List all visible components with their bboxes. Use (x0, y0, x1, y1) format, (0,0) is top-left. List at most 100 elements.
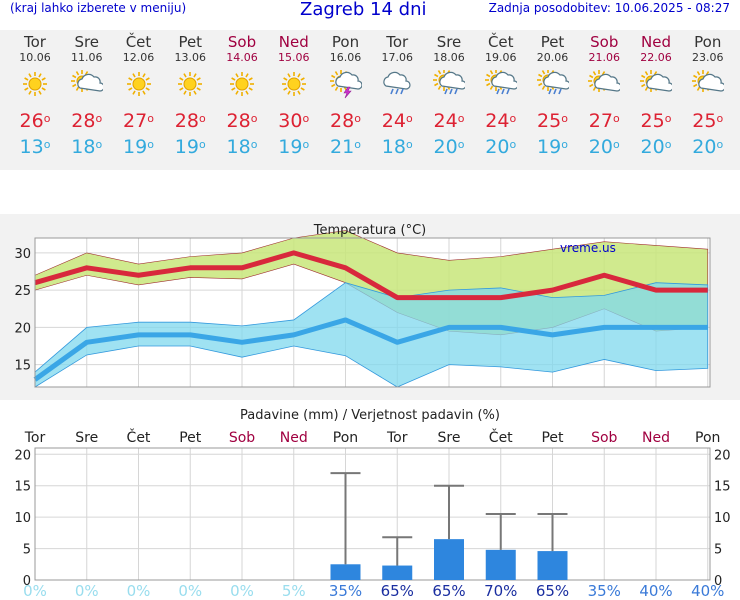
day-date: 10.06 (19, 51, 51, 64)
rain-cloud-icon (383, 71, 411, 95)
daily-forecast-panel: Tor 10.06 26o 13o Sre 11.06 28o 18o Čet 12.06 27o… (0, 30, 740, 170)
day-name: Tor (24, 33, 46, 51)
day-column: Ned 15.06 30o 19o (268, 30, 320, 159)
temp-ytick-label: 15 (14, 359, 31, 374)
precip-probability-label: 65% (381, 582, 414, 600)
min-temp: 19o (537, 136, 568, 158)
precip-probability-label: 0% (75, 582, 99, 600)
precip-bar (485, 549, 516, 580)
sun-icon (178, 72, 203, 96)
min-temp-range-band (34, 282, 709, 388)
day-column: Sre 18.06 24o 20o (423, 30, 475, 158)
last-update-text: Zadnja posodobitev: 10.06.2025 - 08:27 (488, 1, 730, 15)
sun-rain-icon (536, 70, 569, 95)
precip-ytick-right: 10 (714, 511, 731, 526)
day-date: 13.06 (174, 51, 207, 64)
precip-category-label: Tor (386, 430, 408, 446)
max-temp: 30o (278, 110, 310, 132)
day-column: Čet 19.06 24o 20o (475, 30, 527, 158)
precip-chart-title: Padavine (mm) / Verjetnost padavin (%) (240, 408, 500, 423)
day-column: Pet 13.06 28o 19o (164, 30, 216, 159)
min-temp: 19o (123, 136, 154, 158)
max-temp-line (34, 250, 708, 301)
watermark-label: vreme.us (560, 241, 616, 255)
min-temp: 20o (692, 136, 724, 158)
temp-ytick-label: 30 (14, 247, 31, 262)
precip-ytick-right: 20 (714, 448, 731, 463)
day-date: 22.06 (640, 51, 672, 64)
menu-hint-link[interactable]: (kraj lahko izberete v meniju) (10, 1, 187, 15)
day-date: 20.06 (536, 51, 569, 64)
max-temp: 25o (640, 110, 672, 132)
page-title: Zagreb 14 dni (300, 0, 427, 20)
day-name: Ned (641, 33, 671, 51)
precip-bar (382, 565, 413, 580)
min-temp: 19o (278, 136, 310, 158)
precip-category-label: Tor (24, 430, 46, 446)
precip-probability-label: 0% (23, 582, 47, 600)
day-column: Pet 20.06 25o 19o (527, 30, 579, 158)
precip-ytick-right: 15 (714, 480, 731, 495)
sun-cloud-icon (691, 70, 724, 92)
day-date: 16.06 (329, 51, 362, 64)
precip-probability-label: 35% (329, 582, 362, 600)
day-column: Pon 16.06 28o 21o (320, 30, 372, 158)
day-name: Čet (487, 33, 514, 51)
max-temp: 28o (174, 110, 206, 132)
precip-ytick-left: 5 (23, 543, 31, 558)
day-column: Sob 14.06 28o 18o (216, 30, 268, 159)
sun-cloud-icon (640, 70, 672, 92)
precip-plot-frame (34, 447, 711, 581)
temp-plot-frame (34, 237, 711, 388)
max-temp: 28o (226, 110, 258, 132)
min-temp: 20o (433, 136, 465, 158)
temp-ytick-label: 25 (14, 284, 31, 299)
min-temp: 21o (330, 136, 361, 158)
precip-category-label: Pet (541, 430, 564, 446)
precip-category-label: Pon (333, 430, 358, 446)
min-temp: 20o (485, 136, 517, 158)
day-date: 15.06 (278, 51, 310, 64)
max-temp: 27o (588, 110, 620, 132)
day-date: 14.06 (226, 51, 258, 64)
header-bar: (kraj lahko izberete v meniju) Zagreb 14… (0, 0, 740, 20)
max-temp: 28o (330, 110, 361, 132)
day-name: Ned (278, 33, 309, 51)
precip-probability-label: 65% (432, 582, 465, 600)
precip-bar (434, 539, 464, 580)
sun-icon (23, 72, 47, 96)
temp-ytick-label: 20 (14, 321, 31, 336)
day-name: Čet (125, 33, 152, 51)
day-date: 18.06 (433, 51, 465, 64)
sun-rain-icon (433, 70, 465, 95)
thunderstorm-icon (329, 70, 362, 99)
min-temp: 18o (381, 136, 413, 158)
day-date: 23.06 (692, 51, 724, 64)
sun-icon (281, 72, 306, 96)
day-name: Tor (386, 33, 409, 51)
day-name: Pet (540, 33, 565, 51)
max-temp: 24o (433, 110, 465, 132)
min-temp: 19o (174, 136, 206, 158)
sun-cloud-icon (70, 70, 103, 92)
precip-probability-label: 40% (639, 582, 672, 600)
precip-probability-label: 0% (178, 582, 202, 600)
precip-category-label: Sob (229, 430, 255, 446)
min-temp: 20o (588, 136, 620, 158)
day-date: 17.06 (381, 51, 414, 64)
day-name: Sob (590, 33, 619, 51)
precip-category-label: Pet (179, 430, 202, 446)
day-column: Pon 23.06 25o 20o (682, 30, 734, 158)
day-name: Pet (178, 33, 203, 51)
day-column: Tor 10.06 26o 13o (9, 30, 61, 159)
min-temp-line (33, 317, 708, 382)
day-name: Sob (227, 33, 257, 51)
precip-category-label: Čet (127, 428, 151, 446)
day-date: 19.06 (485, 51, 517, 64)
precip-probability-label: 65% (536, 582, 569, 600)
day-name: Sre (74, 33, 100, 51)
precip-plot-area (35, 448, 710, 580)
precip-ytick-right: 0 (714, 574, 722, 589)
precip-ytick-left: 15 (14, 480, 31, 495)
